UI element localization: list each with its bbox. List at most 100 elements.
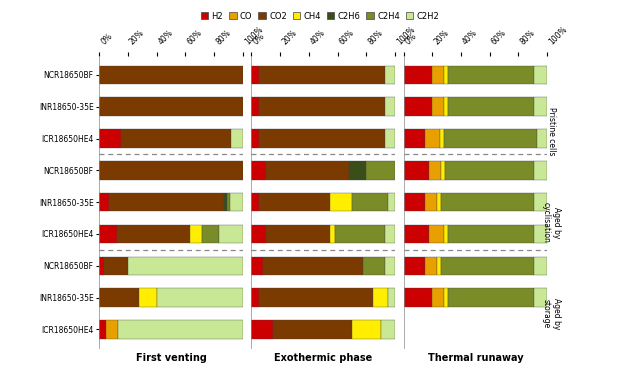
Bar [140, 288, 157, 307]
Bar [352, 193, 388, 211]
Bar [99, 225, 116, 243]
Bar [335, 225, 385, 243]
Bar [448, 225, 534, 243]
Bar [252, 97, 259, 116]
Bar [404, 129, 425, 148]
X-axis label: Exothermic phase: Exothermic phase [274, 353, 372, 363]
Bar [444, 66, 448, 84]
Bar [118, 320, 243, 338]
X-axis label: Thermal runaway: Thermal runaway [428, 353, 524, 363]
Bar [404, 161, 429, 179]
Bar [433, 66, 444, 84]
Bar [444, 225, 448, 243]
Bar [441, 193, 534, 211]
Bar [266, 161, 349, 179]
Bar [202, 225, 220, 243]
Bar [534, 97, 547, 116]
Bar [99, 256, 104, 275]
Bar [385, 256, 395, 275]
Bar [157, 288, 243, 307]
Bar [385, 66, 395, 84]
Bar [429, 161, 441, 179]
Bar [534, 288, 547, 307]
Bar [99, 161, 243, 179]
Bar [448, 66, 534, 84]
Bar [374, 288, 388, 307]
Bar [106, 320, 118, 338]
Bar [441, 256, 534, 275]
Bar [252, 193, 259, 211]
Bar [425, 129, 440, 148]
Bar [404, 97, 433, 116]
Bar [220, 225, 243, 243]
Bar [259, 129, 385, 148]
Bar [444, 288, 448, 307]
Bar [444, 129, 537, 148]
Bar [128, 256, 243, 275]
Bar [534, 256, 547, 275]
Bar [252, 129, 259, 148]
Bar [231, 129, 243, 148]
X-axis label: First venting: First venting [136, 353, 207, 363]
Text: Aged by
storage: Aged by storage [542, 298, 561, 329]
Bar [404, 66, 433, 84]
Bar [385, 97, 395, 116]
Bar [99, 66, 243, 84]
Bar [534, 193, 547, 211]
Bar [534, 225, 547, 243]
Bar [404, 225, 429, 243]
Bar [534, 161, 547, 179]
Bar [433, 97, 444, 116]
Bar [99, 97, 243, 116]
Bar [433, 288, 444, 307]
Bar [364, 256, 385, 275]
Bar [252, 320, 273, 338]
Bar [448, 288, 534, 307]
Bar [227, 193, 230, 211]
Bar [534, 66, 547, 84]
Bar [259, 288, 374, 307]
Bar [99, 288, 140, 307]
Bar [252, 288, 259, 307]
Bar [99, 320, 106, 338]
Bar [404, 256, 425, 275]
Bar [349, 161, 366, 179]
Bar [252, 256, 263, 275]
Bar [445, 161, 534, 179]
Bar [330, 225, 335, 243]
Bar [230, 193, 243, 211]
Bar [429, 225, 444, 243]
Bar [388, 193, 395, 211]
Bar [252, 225, 266, 243]
Bar [381, 320, 395, 338]
Bar [109, 193, 224, 211]
Bar [266, 225, 330, 243]
Bar [388, 288, 395, 307]
Bar [425, 193, 436, 211]
Bar [404, 288, 433, 307]
Bar [385, 129, 395, 148]
Bar [263, 256, 364, 275]
Bar [537, 129, 547, 148]
Bar [385, 225, 395, 243]
Bar [190, 225, 202, 243]
Text: Pristine cells: Pristine cells [547, 107, 556, 155]
Bar [259, 66, 385, 84]
Bar [441, 161, 445, 179]
Bar [330, 193, 352, 211]
Bar [99, 193, 109, 211]
Bar [404, 193, 425, 211]
Legend: H2, CO, CO2, CH4, C2H6, C2H4, C2H2: H2, CO, CO2, CH4, C2H6, C2H4, C2H2 [199, 10, 441, 22]
Bar [259, 97, 385, 116]
Bar [273, 320, 352, 338]
Bar [444, 97, 448, 116]
Bar [252, 66, 259, 84]
Bar [425, 256, 436, 275]
Bar [224, 193, 227, 211]
Bar [252, 161, 266, 179]
Bar [366, 161, 395, 179]
Bar [436, 193, 441, 211]
Bar [436, 256, 441, 275]
Bar [259, 193, 330, 211]
Bar [440, 129, 444, 148]
